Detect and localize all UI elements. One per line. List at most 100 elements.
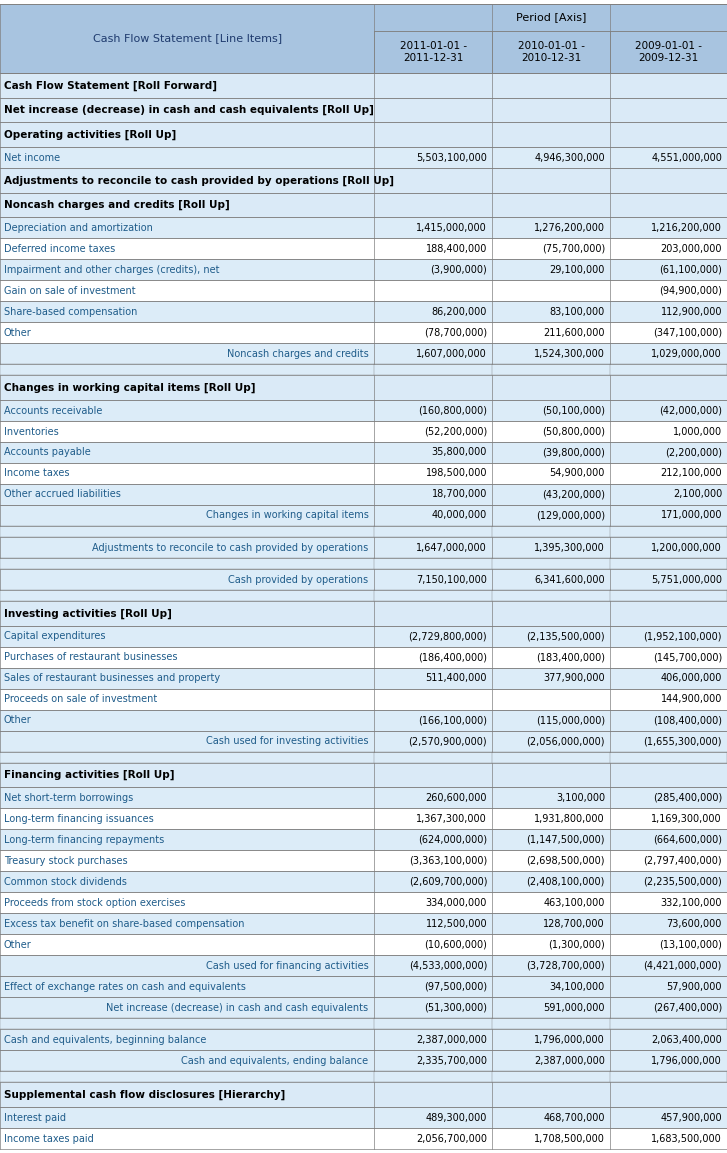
Bar [492,913,610,934]
Text: (1,147,500,000): (1,147,500,000) [526,835,605,845]
Text: 35,800,000: 35,800,000 [432,447,487,458]
Text: Cash used for financing activities: Cash used for financing activities [206,960,369,971]
Bar [0,752,727,763]
Text: 2,063,400,000: 2,063,400,000 [651,1034,722,1045]
Bar [0,3,374,73]
Text: Deferred income taxes: Deferred income taxes [4,244,116,254]
Bar [492,688,610,710]
Text: (347,100,000): (347,100,000) [653,327,722,338]
Bar [0,1107,374,1128]
Bar [0,956,374,977]
Text: 2010-01-01 -
2010-12-31: 2010-01-01 - 2010-12-31 [518,42,585,63]
Bar [610,323,727,344]
Bar [0,934,374,956]
Bar [0,601,727,626]
Text: 112,500,000: 112,500,000 [425,919,487,929]
Bar [0,851,374,872]
Bar [0,763,727,787]
Bar [0,421,374,442]
Text: (51,300,000): (51,300,000) [424,1003,487,1012]
Bar [374,464,492,484]
Bar [610,218,727,239]
Text: Financing activities [Roll Up]: Financing activities [Roll Up] [4,770,174,781]
Text: (1,952,100,000): (1,952,100,000) [643,632,722,641]
Text: 1,000,000: 1,000,000 [673,427,722,437]
Bar [374,421,492,442]
Text: (94,900,000): (94,900,000) [659,286,722,296]
Text: Noncash charges and credits [Roll Up]: Noncash charges and credits [Roll Up] [4,199,230,210]
Bar [374,323,492,344]
Text: (52,200,000): (52,200,000) [424,427,487,437]
Text: (2,570,900,000): (2,570,900,000) [409,737,487,746]
Text: (1,655,300,000): (1,655,300,000) [643,737,722,746]
Text: 112,900,000: 112,900,000 [661,307,722,317]
Bar [0,442,374,464]
Text: Long-term financing repayments: Long-term financing repayments [4,835,164,845]
Text: Cash and equivalents, beginning balance: Cash and equivalents, beginning balance [4,1034,206,1045]
Bar [492,829,610,851]
Text: Net increase (decrease) in cash and cash equivalents: Net increase (decrease) in cash and cash… [106,1003,369,1012]
Bar [492,808,610,829]
Bar [374,259,492,280]
Bar [610,301,727,323]
Bar [0,688,374,710]
Bar [610,505,727,526]
Text: 1,415,000,000: 1,415,000,000 [417,223,487,233]
Text: 188,400,000: 188,400,000 [426,244,487,254]
Text: Cash and equivalents, ending balance: Cash and equivalents, ending balance [181,1056,369,1065]
Bar [0,1050,374,1071]
Text: Noncash charges and credits: Noncash charges and credits [227,349,369,359]
Bar [610,851,727,872]
Bar [0,537,374,558]
Bar [492,484,610,505]
Text: 377,900,000: 377,900,000 [543,673,605,684]
Text: Changes in working capital items [Roll Up]: Changes in working capital items [Roll U… [4,383,255,393]
Text: Changes in working capital items: Changes in working capital items [206,511,369,520]
Bar [0,913,374,934]
Text: Income taxes paid: Income taxes paid [4,1133,94,1144]
Bar [492,1050,610,1071]
Text: 260,600,000: 260,600,000 [426,793,487,802]
Bar [492,31,610,73]
Bar [0,668,374,688]
Bar [492,668,610,688]
Text: (285,400,000): (285,400,000) [653,793,722,802]
Bar [0,280,374,301]
Text: (13,100,000): (13,100,000) [659,940,722,950]
Bar [0,193,727,218]
Bar [610,280,727,301]
Text: Interest paid: Interest paid [4,1113,66,1123]
Text: 2,387,000,000: 2,387,000,000 [417,1034,487,1045]
Bar [374,977,492,997]
Bar [374,1050,492,1071]
Bar [492,872,610,892]
Text: Period [Axis]: Period [Axis] [515,13,586,23]
Bar [610,400,727,421]
Bar [0,526,727,537]
Text: 57,900,000: 57,900,000 [667,981,722,992]
Text: 2,056,700,000: 2,056,700,000 [416,1133,487,1144]
Bar [374,892,492,913]
Text: (78,700,000): (78,700,000) [424,327,487,338]
Bar [492,421,610,442]
Text: (97,500,000): (97,500,000) [424,981,487,992]
Text: (186,400,000): (186,400,000) [418,653,487,662]
Bar [374,280,492,301]
Text: (183,400,000): (183,400,000) [536,653,605,662]
Bar [0,323,374,344]
Bar [374,934,492,956]
Bar [0,73,727,98]
Bar [492,1128,610,1150]
Bar [374,688,492,710]
Text: 83,100,000: 83,100,000 [550,307,605,317]
Bar [374,484,492,505]
Bar [374,808,492,829]
Bar [374,148,492,168]
Text: (4,533,000,000): (4,533,000,000) [409,960,487,971]
Bar [374,31,492,73]
Text: 1,367,300,000: 1,367,300,000 [417,814,487,824]
Text: Net increase (decrease) in cash and cash equivalents [Roll Up]: Net increase (decrease) in cash and cash… [4,105,374,115]
Text: 1,029,000,000: 1,029,000,000 [651,349,722,359]
Text: 591,000,000: 591,000,000 [544,1003,605,1012]
Text: Supplemental cash flow disclosures [Hierarchy]: Supplemental cash flow disclosures [Hier… [4,1090,285,1100]
